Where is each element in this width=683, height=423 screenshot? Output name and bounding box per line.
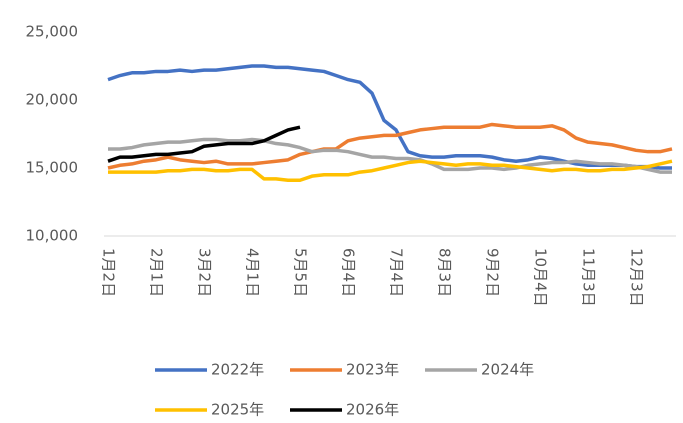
x-tick-label: 2月1日 xyxy=(148,248,166,297)
legend-label: 2024年 xyxy=(481,361,534,379)
x-tick-label: 1月2日 xyxy=(100,248,118,297)
legend-label: 2023年 xyxy=(346,361,399,379)
legend-label: 2025年 xyxy=(211,401,264,419)
y-tick-label: 20,000 xyxy=(26,91,79,109)
series-line xyxy=(107,125,301,163)
x-tick-label: 5月5日 xyxy=(292,248,310,297)
x-tick-label: 9月2日 xyxy=(484,248,502,297)
x-tick-label: 8月3日 xyxy=(436,248,454,297)
y-tick-label: 10,000 xyxy=(26,227,79,245)
series-line xyxy=(107,122,673,170)
x-tick-label: 4月1日 xyxy=(244,248,262,297)
y-tick-label: 25,000 xyxy=(26,23,79,41)
series-line xyxy=(107,64,672,170)
legend-label: 2022年 xyxy=(211,361,264,379)
y-tick-label: 15,000 xyxy=(26,159,79,177)
x-tick-label: 3月2日 xyxy=(196,248,214,297)
x-tick-label: 6月4日 xyxy=(340,248,358,297)
x-tick-label: 7月4日 xyxy=(388,248,406,297)
x-tick-label: 12月3日 xyxy=(628,248,646,307)
x-tick-label: 11月3日 xyxy=(580,248,598,307)
legend-label: 2026年 xyxy=(346,401,399,419)
series-line xyxy=(108,137,672,174)
x-tick-label: 10月4日 xyxy=(532,248,550,307)
series-line xyxy=(108,159,673,182)
